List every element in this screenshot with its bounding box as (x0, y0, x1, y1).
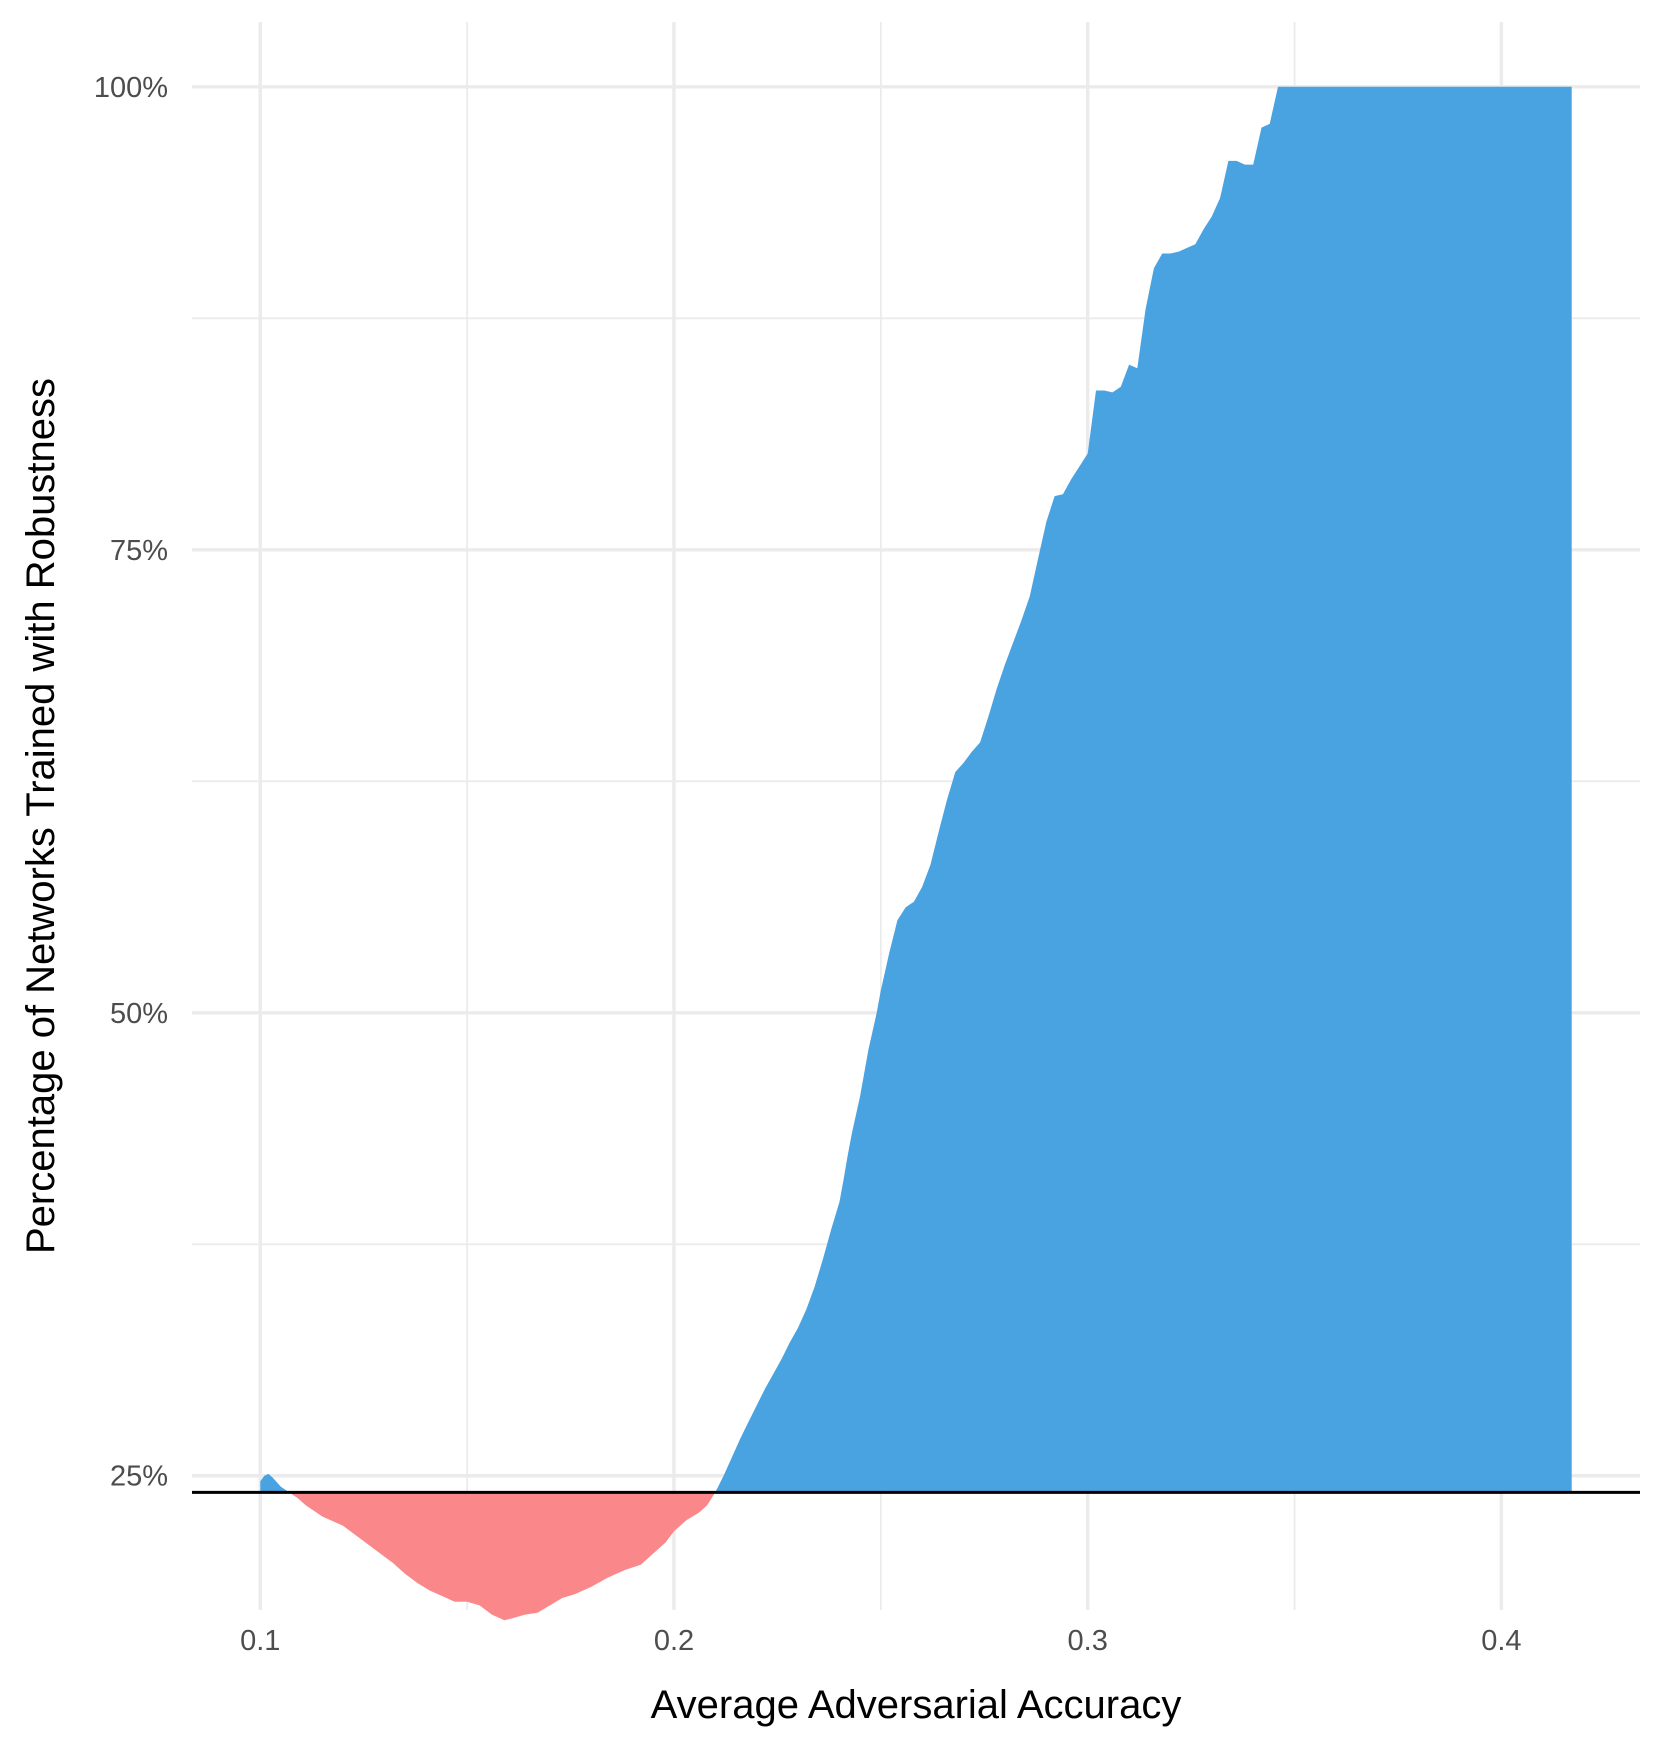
x-axis-title: Average Adversarial Accuracy (651, 1683, 1182, 1727)
area-fill (260, 86, 1572, 1621)
x-tick-label: 0.2 (654, 1625, 694, 1657)
x-tick-label: 0.4 (1481, 1625, 1521, 1657)
y-axis-title: Percentage of Networks Trained with Robu… (19, 378, 63, 1254)
y-tick-label: 50% (110, 998, 168, 1030)
area-above-baseline (260, 86, 1572, 1493)
x-tick-label: 0.3 (1068, 1625, 1108, 1657)
y-tick-label: 25% (110, 1461, 168, 1493)
y-axis-ticks: 25% 50% 75% 100% (94, 72, 168, 1493)
y-tick-label: 100% (94, 72, 168, 104)
area-below-baseline (289, 1492, 716, 1621)
x-tick-label: 0.1 (240, 1625, 280, 1657)
x-axis-ticks: 0.1 0.2 0.3 0.4 (240, 1625, 1521, 1657)
y-tick-label: 75% (110, 535, 168, 567)
